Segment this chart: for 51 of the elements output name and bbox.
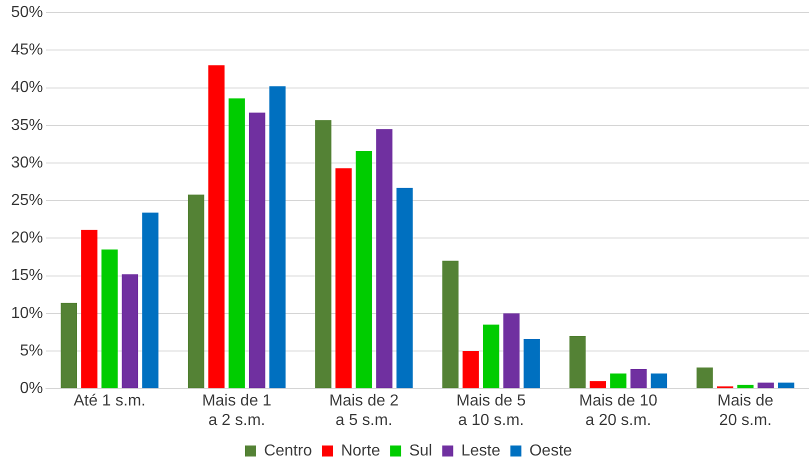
bar bbox=[482, 324, 500, 388]
bar bbox=[228, 98, 245, 388]
x-tick-label: Mais de 1 a 2 s.m. bbox=[202, 392, 272, 429]
bar bbox=[630, 369, 647, 388]
bar bbox=[737, 384, 754, 388]
legend-label: Oeste bbox=[529, 442, 572, 460]
y-tick-label: 10% bbox=[10, 304, 44, 322]
bar bbox=[315, 120, 332, 388]
bar bbox=[442, 260, 459, 388]
legend-label: Norte bbox=[340, 442, 380, 460]
bar bbox=[101, 249, 118, 388]
bar bbox=[590, 381, 606, 388]
bar bbox=[503, 313, 520, 388]
bar bbox=[462, 351, 479, 388]
bar bbox=[122, 274, 138, 388]
y-tick-label: 25% bbox=[10, 192, 44, 210]
x-tick-label: Até 1 s.m. bbox=[74, 392, 146, 410]
y-tick-label: 0% bbox=[20, 380, 44, 398]
bar bbox=[758, 382, 774, 388]
bar bbox=[396, 188, 413, 388]
bar bbox=[142, 212, 158, 388]
x-tick-label: Mais de 20 s.m. bbox=[717, 392, 774, 429]
x-tick-label: Mais de 10 a 20 s.m. bbox=[579, 392, 658, 429]
legend-label: Centro bbox=[264, 442, 312, 460]
bar bbox=[569, 336, 586, 388]
y-tick-label: 20% bbox=[10, 230, 44, 247]
bar bbox=[610, 374, 626, 388]
bar bbox=[248, 112, 266, 388]
x-tick-label: Mais de 5 a 10 s.m. bbox=[456, 392, 526, 429]
y-tick-label: 5% bbox=[20, 342, 44, 360]
y-tick-label: 15% bbox=[10, 267, 44, 284]
bar bbox=[376, 129, 392, 388]
bar bbox=[650, 374, 668, 388]
legend-label: Leste bbox=[461, 442, 500, 460]
legend-label: Sul bbox=[409, 442, 432, 460]
y-tick-label: 35% bbox=[10, 116, 44, 134]
y-tick-label: 45% bbox=[10, 42, 44, 59]
bar bbox=[208, 65, 225, 388]
y-tick-label: 50% bbox=[10, 4, 44, 22]
bar bbox=[696, 368, 713, 388]
bar bbox=[778, 382, 794, 388]
bar bbox=[269, 86, 286, 388]
bar bbox=[188, 194, 204, 388]
bar bbox=[524, 338, 540, 388]
bar bbox=[60, 302, 78, 388]
bar bbox=[356, 150, 372, 388]
x-tick-label: Mais de 2 a 5 s.m. bbox=[329, 392, 399, 429]
y-tick-label: 40% bbox=[10, 79, 44, 96]
bar bbox=[335, 168, 352, 388]
y-tick-label: 30% bbox=[10, 154, 44, 172]
bar bbox=[81, 230, 98, 388]
